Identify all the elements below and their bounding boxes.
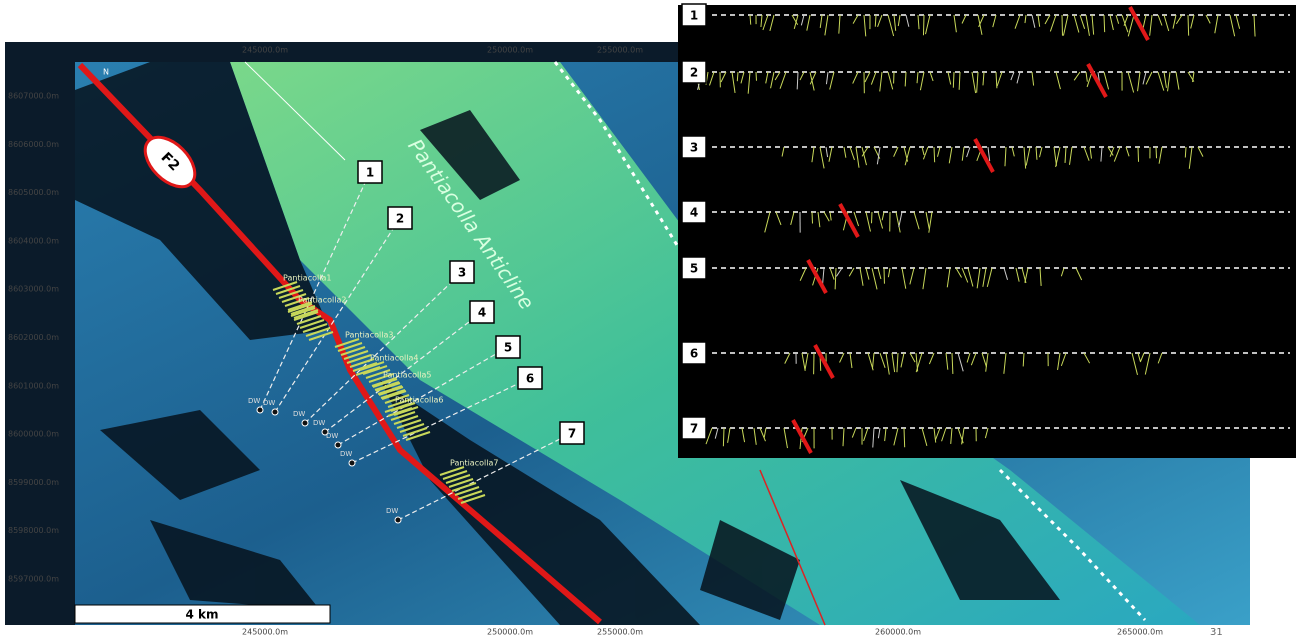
fracture-tick [934,147,935,162]
well-label: Pantiacolla4 [370,354,418,363]
page-number: 31 [1210,627,1223,638]
well-label: Pantiacolla7 [450,459,498,468]
left-axis-label: 8604000.0m [8,236,59,245]
left-axis-label: 8605000.0m [8,188,59,197]
dw-label: DW [293,410,305,418]
scale-label: 4 km [185,608,218,622]
dw-point [302,420,308,426]
bottom-axis-label: 250000.0m [487,628,533,637]
left-axis-label: 8606000.0m [8,140,59,149]
section-marker: 4 [478,306,486,320]
section-number: 3 [690,141,698,155]
dw-point [272,409,278,415]
dw-label: DW [386,507,398,515]
fracture-tick [723,428,724,446]
fracture-tick [1138,147,1139,162]
dw-point [335,442,341,448]
well-label: Pantiacolla5 [383,371,431,380]
dw-label: DW [263,399,275,407]
fracture-tick [737,72,738,81]
dw-label: DW [340,450,352,458]
fracture-tick [1185,147,1186,157]
section-number: 2 [690,66,698,80]
section-number: 5 [690,262,698,276]
section-number: 7 [690,422,698,436]
top-axis-label: 245000.0m [242,46,288,55]
fracture-tick [904,428,905,447]
inset-panel [678,5,1296,458]
map-figure: F2 Pantiacolla Anticline N 4 km 31 24500… [0,0,1296,641]
left-axis-label: 8601000.0m [8,381,59,390]
left-axis-label: 8599000.0m [8,478,59,487]
left-axis-label: 8607000.0m [8,92,59,101]
section-marker: 7 [568,427,576,441]
well-label: Pantiacolla1 [283,274,331,283]
top-axis-label: 250000.0m [487,46,533,55]
section-marker: 3 [458,266,466,280]
bottom-axis-label: 255000.0m [597,628,643,637]
fracture-tick [923,15,924,35]
fracture-tick [1188,15,1189,36]
well-label: Pantiacolla3 [345,331,393,340]
well-label: Pantiacolla6 [395,396,443,405]
bottom-axis-label: 245000.0m [242,628,288,637]
left-axis-label: 8600000.0m [8,430,59,439]
bottom-axis-label: 260000.0m [875,628,921,637]
well-label: Pantiacolla2 [298,296,346,305]
fracture-tick [812,212,813,223]
fracture-tick [1156,147,1157,158]
fracture-tick [953,72,954,88]
left-axis-label: 8598000.0m [8,526,59,535]
top-axis-label: 255000.0m [597,46,643,55]
dw-label: DW [248,397,260,405]
section-marker: 2 [396,212,404,226]
section-marker: 1 [366,166,374,180]
dw-point [349,460,355,466]
section-marker: 6 [526,372,534,386]
dw-label: DW [313,419,325,427]
dw-point [257,407,263,413]
section-number: 1 [690,9,698,23]
dw-point [395,517,401,523]
section-number: 4 [690,206,698,220]
left-axis-label: 8602000.0m [8,333,59,342]
section-number: 6 [690,347,698,361]
north-arrow: N [103,68,109,77]
left-axis-label: 8597000.0m [8,575,59,584]
section-marker: 5 [504,341,512,355]
bottom-axis-label: 265000.0m [1117,628,1163,637]
fracture-tick [1104,15,1105,32]
dw-label: DW [326,432,338,440]
left-axis-label: 8603000.0m [8,285,59,294]
